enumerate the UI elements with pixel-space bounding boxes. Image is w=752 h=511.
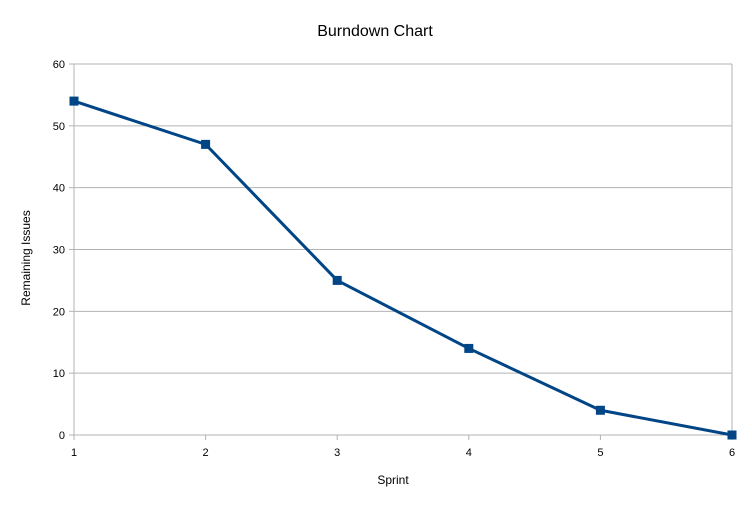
data-point-marker xyxy=(595,405,605,415)
x-tick-label: 2 xyxy=(203,447,209,459)
tick-layer: 0 10 20 30 40 50 60 1 2 3 4 5 6 xyxy=(53,59,735,459)
y-tick-label: 60 xyxy=(53,59,65,71)
data-point-marker xyxy=(69,96,79,106)
data-point-marker xyxy=(201,139,211,149)
y-tick-label: 20 xyxy=(53,306,65,318)
y-tick-label: 0 xyxy=(59,430,65,442)
x-tick-label: 5 xyxy=(597,447,603,459)
y-tick-label: 30 xyxy=(53,245,65,257)
x-tick-label: 6 xyxy=(729,447,735,459)
x-tick-label: 3 xyxy=(334,447,340,459)
x-tick-label: 4 xyxy=(466,447,472,459)
y-tick-label: 40 xyxy=(53,183,65,195)
x-tick-label: 1 xyxy=(71,447,77,459)
grid-layer xyxy=(69,63,733,440)
y-tick-label: 50 xyxy=(53,121,65,133)
y-tick-label: 10 xyxy=(53,368,65,380)
x-axis-label: Sprint xyxy=(377,473,409,487)
data-point-marker xyxy=(727,430,737,440)
series-layer xyxy=(69,96,737,440)
data-point-marker xyxy=(332,275,342,285)
y-axis-label: Remaining Issues xyxy=(19,210,33,305)
data-point-marker xyxy=(464,343,474,353)
chart-title: Burndown Chart xyxy=(317,23,433,40)
series-line xyxy=(73,99,733,437)
